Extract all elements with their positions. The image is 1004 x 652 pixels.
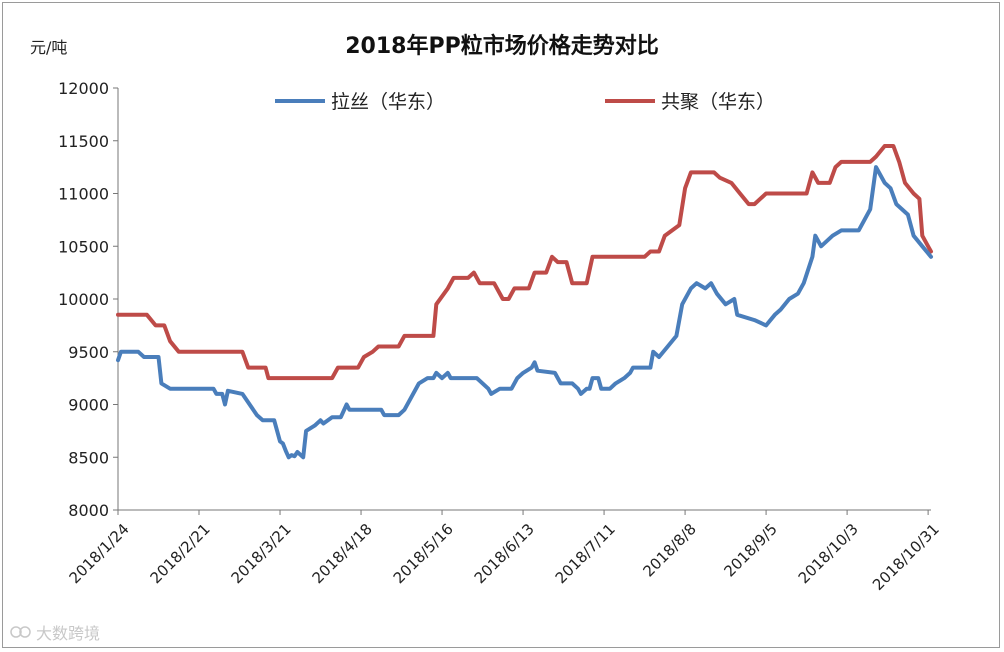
legend-label-2: 共聚（华东）	[661, 91, 775, 113]
y-tick-label: 8000	[68, 501, 109, 520]
legend-label-1: 拉丝（华东）	[331, 91, 445, 113]
x-tick-label: 2018/10/31	[869, 520, 943, 594]
x-tick-label: 2018/4/18	[309, 520, 376, 587]
x-tick-label: 2018/10/3	[795, 520, 862, 587]
x-tick-label: 2018/5/16	[390, 520, 457, 587]
watermark: 大数跨境	[10, 620, 100, 644]
series-layer	[116, 144, 933, 460]
chart-title: 2018年PP粒市场价格走势对比	[345, 33, 658, 59]
y-tick-label: 8500	[68, 448, 109, 467]
x-tick-label: 2018/7/11	[552, 520, 619, 587]
watermark-text: 大数跨境	[36, 624, 101, 643]
x-tick-label: 2018/2/21	[147, 520, 214, 587]
watermark-logo-icon	[10, 626, 31, 638]
y-tick-label: 9500	[68, 343, 109, 362]
series-line-2	[116, 144, 933, 381]
y-tick-label: 11500	[58, 132, 109, 151]
x-tick-label: 2018/8/8	[639, 520, 699, 580]
y-tick-label: 12000	[58, 79, 109, 98]
y-tick-label: 11000	[58, 185, 109, 204]
x-tick-label: 2018/9/5	[720, 520, 780, 580]
axes: 8000 8500 9000 9500 10000 10500 11000 11500 1200…	[58, 79, 943, 594]
series-line-1	[116, 165, 933, 460]
legend: 拉丝（华东） 共聚（华东）	[275, 91, 775, 113]
y-tick-label: 9000	[68, 396, 109, 415]
x-tick-label: 2018/3/21	[228, 520, 295, 587]
y-tick-label: 10500	[58, 237, 109, 256]
x-tick-label: 2018/1/24	[66, 520, 133, 587]
y-tick-label: 10000	[58, 290, 109, 309]
y-axis-unit-label: 元/吨	[30, 38, 67, 57]
x-tick-label: 2018/6/13	[471, 520, 538, 587]
